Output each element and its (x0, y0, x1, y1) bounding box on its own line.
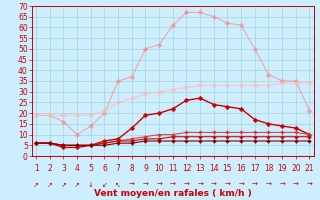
Text: 15: 15 (223, 164, 232, 173)
Text: 10: 10 (154, 164, 164, 173)
Text: 6: 6 (102, 164, 107, 173)
Text: 17: 17 (250, 164, 260, 173)
Text: →: → (170, 182, 176, 188)
Text: 9: 9 (143, 164, 148, 173)
Text: 5: 5 (88, 164, 93, 173)
Text: ↓: ↓ (88, 182, 94, 188)
Text: →: → (279, 182, 285, 188)
Text: 4: 4 (75, 164, 80, 173)
Text: →: → (142, 182, 148, 188)
Text: 13: 13 (195, 164, 205, 173)
Text: →: → (211, 182, 217, 188)
Text: →: → (184, 182, 189, 188)
Text: →: → (307, 182, 312, 188)
Text: 3: 3 (61, 164, 66, 173)
Text: →: → (156, 182, 162, 188)
Text: 18: 18 (264, 164, 273, 173)
Text: →: → (252, 182, 258, 188)
Text: ↗: ↗ (33, 182, 39, 188)
Text: →: → (225, 182, 230, 188)
Text: 11: 11 (168, 164, 178, 173)
Text: 1: 1 (34, 164, 38, 173)
Text: 8: 8 (129, 164, 134, 173)
Text: ↗: ↗ (47, 182, 53, 188)
Text: →: → (293, 182, 299, 188)
Text: 16: 16 (236, 164, 246, 173)
Text: Vent moyen/en rafales ( km/h ): Vent moyen/en rafales ( km/h ) (94, 189, 252, 198)
Text: ↙: ↙ (101, 182, 108, 188)
Text: 14: 14 (209, 164, 219, 173)
Text: 12: 12 (182, 164, 191, 173)
Text: 20: 20 (291, 164, 301, 173)
Text: 19: 19 (277, 164, 287, 173)
Text: ↗: ↗ (74, 182, 80, 188)
Text: →: → (266, 182, 271, 188)
Text: →: → (197, 182, 203, 188)
Text: 21: 21 (305, 164, 314, 173)
Text: ↖: ↖ (115, 182, 121, 188)
Text: 7: 7 (116, 164, 121, 173)
Text: →: → (129, 182, 135, 188)
Text: →: → (238, 182, 244, 188)
Text: 2: 2 (47, 164, 52, 173)
Text: ↗: ↗ (60, 182, 66, 188)
